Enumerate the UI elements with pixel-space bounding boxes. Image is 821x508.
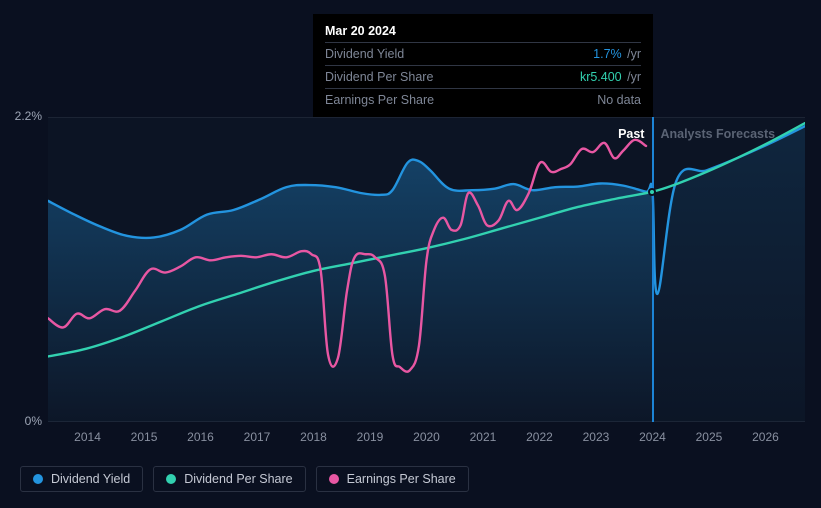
past-label: Past xyxy=(618,127,644,141)
tooltip-row-label: Dividend Yield xyxy=(325,45,404,63)
x-axis-tick: 2021 xyxy=(470,430,497,444)
x-axis-tick: 2022 xyxy=(526,430,553,444)
now-marker-line xyxy=(652,117,654,422)
chart-tooltip: Mar 20 2024 Dividend Yield1.7% /yrDivide… xyxy=(313,14,653,122)
chart-svg xyxy=(48,117,805,422)
legend-label: Dividend Yield xyxy=(51,472,130,486)
tooltip-row-label: Earnings Per Share xyxy=(325,91,434,109)
x-axis-tick: 2017 xyxy=(244,430,271,444)
x-axis-tick: 2026 xyxy=(752,430,779,444)
tooltip-date: Mar 20 2024 xyxy=(325,22,641,40)
x-axis-tick: 2020 xyxy=(413,430,440,444)
x-axis-tick: 2025 xyxy=(696,430,723,444)
x-axis-tick: 2016 xyxy=(187,430,214,444)
x-axis-ticks: 2014 2015 2016 2017 2018 2019 2020 2021 2022 2023… xyxy=(48,430,805,446)
y-axis-min-label: 0% xyxy=(6,414,42,428)
chart-plot-area[interactable]: Past Analysts Forecasts 2014201520162017… xyxy=(48,117,805,422)
tooltip-row-value: No data xyxy=(597,91,641,109)
legend-swatch xyxy=(33,474,43,484)
x-axis-tick: 2014 xyxy=(74,430,101,444)
legend-label: Earnings Per Share xyxy=(347,472,456,486)
tooltip-rows: Dividend Yield 1.7% /yr Dividend Per Share… xyxy=(325,42,641,111)
x-axis-tick: 2019 xyxy=(357,430,384,444)
x-axis-tick: 2018 xyxy=(300,430,327,444)
x-axis-tick: 2015 xyxy=(131,430,158,444)
x-axis-tick: 2024 xyxy=(639,430,666,444)
tooltip-row-value: 1.7% /yr xyxy=(593,45,641,63)
legend-item[interactable]: Dividend Yield xyxy=(20,466,143,492)
chart-plot-wrap: 2.2% 0% Past Analysts Forecasts 20142015… xyxy=(48,117,805,422)
legend-swatch xyxy=(329,474,339,484)
legend-label: Dividend Per Share xyxy=(184,472,292,486)
x-axis-tick: 2023 xyxy=(583,430,610,444)
tooltip-row-label: Dividend Per Share xyxy=(325,68,433,86)
legend-swatch xyxy=(166,474,176,484)
tooltip-row: Dividend Per Share kr5.400 /yr xyxy=(325,65,641,88)
tooltip-row: Dividend Yield 1.7% /yr xyxy=(325,42,641,65)
forecast-label: Analysts Forecasts xyxy=(660,127,775,141)
legend-item[interactable]: Earnings Per Share xyxy=(316,466,469,492)
dividend-chart-container: { "tooltip": { "x": 313, "y": 14, "width… xyxy=(0,0,821,508)
y-axis-max-label: 2.2% xyxy=(6,109,42,123)
chart-legend: Dividend Yield Dividend Per Share Earnings… xyxy=(20,466,469,492)
tooltip-row: Earnings Per Share No data xyxy=(325,88,641,111)
tooltip-row-value: kr5.400 /yr xyxy=(580,68,641,86)
legend-item[interactable]: Dividend Per Share xyxy=(153,466,305,492)
